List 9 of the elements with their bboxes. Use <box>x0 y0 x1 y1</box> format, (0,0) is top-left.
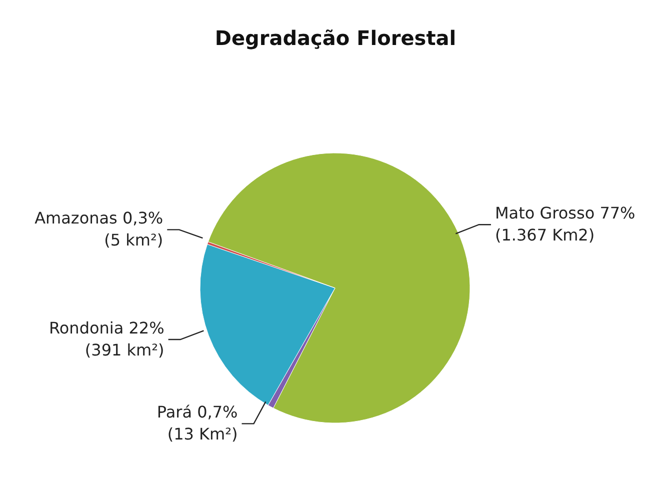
slice-label: Amazonas 0,3% <box>34 208 164 228</box>
text: (1.367 Km2) <box>494 226 595 245</box>
text: (5 km²) <box>104 230 164 250</box>
slice-label: Pará 0,7% <box>156 402 238 422</box>
slice-label: Rondonia 22% <box>48 318 164 338</box>
slice-label: Mato Grosso 77% <box>494 204 636 223</box>
chart-title: Degradação Florestal <box>214 26 458 50</box>
text: (13 Km²) <box>167 424 238 444</box>
text: (391 km²) <box>84 340 164 360</box>
